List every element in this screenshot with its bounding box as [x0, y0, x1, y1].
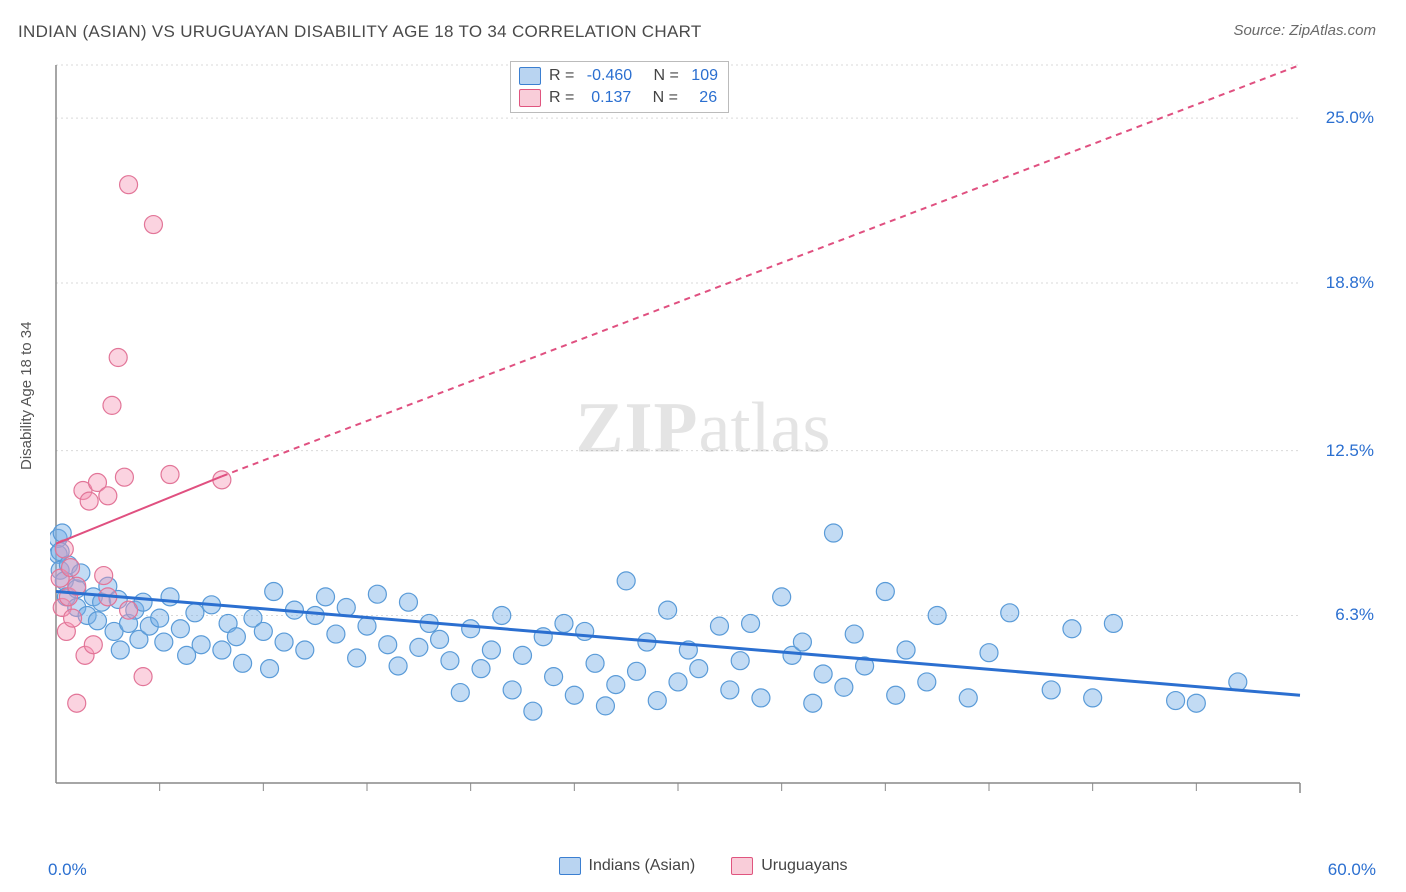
source-label: Source: ZipAtlas.com [1233, 22, 1376, 39]
r-value: 0.137 [587, 87, 631, 109]
legend-row: R = 0.137 N = 26 [519, 87, 718, 109]
y-axis-label: Disability Age 18 to 34 [18, 322, 35, 470]
n-label: N = [639, 87, 682, 109]
y-tick-label: 12.5% [1326, 441, 1374, 461]
legend-swatch [519, 67, 541, 85]
y-tick-label: 18.8% [1326, 273, 1374, 293]
legend-swatch [519, 89, 541, 107]
r-label: R = [549, 87, 579, 109]
legend-item: Indians (Asian) [559, 857, 696, 875]
legend-label: Indians (Asian) [589, 857, 696, 875]
chart-title: INDIAN (ASIAN) VS URUGUAYAN DISABILITY A… [18, 22, 702, 42]
y-tick-label: 25.0% [1326, 108, 1374, 128]
legend-label: Uruguayans [761, 857, 847, 875]
n-value: 26 [690, 87, 717, 109]
y-tick-label: 6.3% [1335, 605, 1374, 625]
r-value: -0.460 [587, 65, 632, 87]
scatter-plot [50, 55, 1350, 823]
n-value: 109 [691, 65, 718, 87]
legend-item: Uruguayans [731, 857, 847, 875]
legend-row: R = -0.460 N = 109 [519, 65, 718, 87]
n-label: N = [640, 65, 683, 87]
legend-swatch [559, 857, 581, 875]
r-label: R = [549, 65, 579, 87]
legend-swatch [731, 857, 753, 875]
correlation-legend: R = -0.460 N = 109R = 0.137 N = 26 [510, 61, 729, 113]
series-legend: Indians (Asian) Uruguayans [0, 857, 1406, 880]
